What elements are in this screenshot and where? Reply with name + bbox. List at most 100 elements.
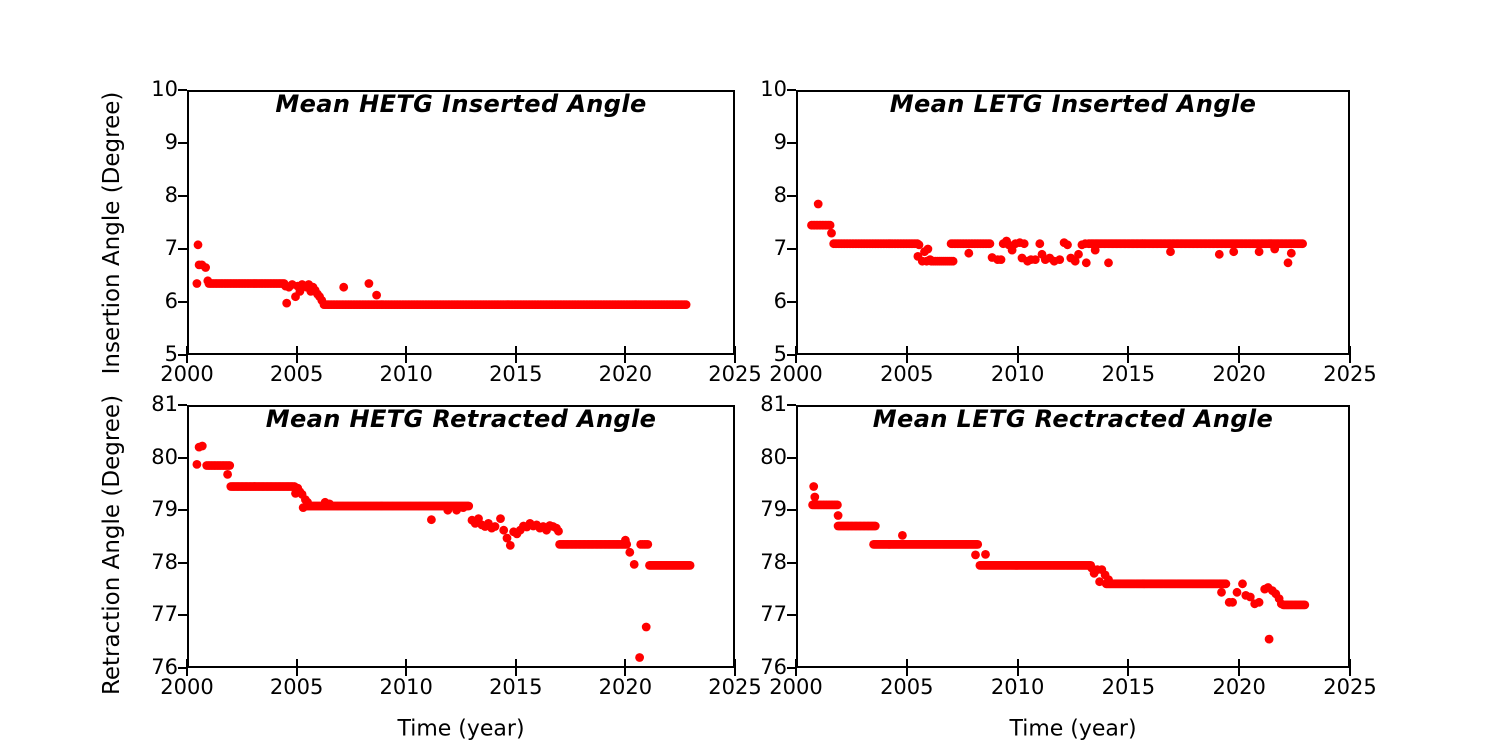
x-tick [514,659,517,676]
x-tick-label: 2005 [880,362,934,386]
panel-title: Mean LETG Inserted Angle [889,90,1257,118]
y-tick-label: 76 [151,655,178,679]
data-point [870,521,880,531]
data-point [317,296,327,305]
data-point [1228,597,1237,607]
data-point [635,653,644,662]
x-tick [624,346,627,363]
x-tick-label: 2000 [769,362,823,386]
data-point [505,541,515,550]
data-point [827,228,836,238]
data-point [458,503,468,512]
data-point [923,244,933,254]
data-point [364,279,374,288]
x-tick-label: 2005 [269,675,324,699]
data-point [1298,239,1307,249]
data-point [192,279,202,288]
data-point [1276,599,1286,609]
data-point [427,515,436,525]
y-tick [787,301,796,303]
y-tick [178,509,187,512]
data-point [325,499,334,509]
data-point [1229,247,1239,257]
y-tick [787,667,796,669]
data-point [809,482,819,491]
x-tick-label: 2025 [708,675,762,699]
data-point [813,199,823,209]
data-point [554,526,563,536]
x-tick [1349,659,1351,676]
x-tick-label: 2000 [160,362,214,386]
data-point [1055,255,1065,264]
data-point [1030,255,1040,264]
x-tick-label: 2010 [379,675,433,699]
data-point [1035,239,1045,249]
y-tick [787,456,796,459]
data-point [973,540,983,549]
x-tick [795,346,797,363]
data-point [1264,634,1274,644]
data-point [1254,597,1264,607]
y-tick [787,509,796,512]
x-tick [1127,659,1130,676]
y-tick [787,195,796,197]
y-tick-label: 7 [773,236,787,260]
y-tick-label: 76 [760,655,787,679]
x-tick [1349,346,1351,363]
data-point [502,533,512,543]
y-tick [787,404,796,406]
x-tick-label: 2020 [598,362,653,386]
y-tick-label: 80 [151,444,178,469]
y-tick [178,614,187,617]
x-tick-label: 2025 [708,362,762,386]
y-tick-label: 6 [164,289,178,313]
y-tick [178,142,187,144]
x-tick-label: 2010 [379,362,433,386]
y-tick [178,301,187,303]
y-tick [787,561,796,564]
data-point [1300,600,1310,610]
scatter-dots-letg-inserted [807,199,1307,268]
y-tick [178,354,187,356]
data-point [643,540,653,549]
y-tick-label: 78 [151,549,178,574]
y-tick-label: 77 [151,602,178,627]
x-tick [295,659,298,676]
panel-hetg-inserted: Mean HETG Inserted Angle 2000 2005 2010 201… [151,77,761,386]
x-tick-label: 2025 [1323,362,1377,386]
y-tick-label: 5 [164,342,178,366]
data-point [833,511,843,520]
y-tick [178,667,187,669]
data-point [914,240,924,250]
x-tick-label: 2005 [269,362,324,386]
data-point [443,505,453,515]
y-tick [178,404,187,406]
data-point [681,300,691,309]
x-tick [1238,659,1241,676]
data-point [197,441,207,451]
x-tick [905,659,908,676]
y-tick-label: 79 [760,497,787,522]
data-point [201,263,210,272]
x-axis-label-right: Time (year) [1009,716,1137,742]
data-point [641,622,651,632]
x-tick [795,659,797,676]
x-tick-label: 2000 [160,675,214,699]
y-tick-label: 79 [151,497,178,522]
panel-letg-inserted: Mean LETG Inserted Angle 2000 2005 2010 201… [760,77,1376,386]
x-axis-label-left: Time (year) [397,716,525,742]
data-point [971,550,980,560]
data-point [925,255,935,264]
y-tick-label: 8 [164,183,178,207]
x-tick-label: 2015 [489,675,543,699]
data-point [372,290,381,300]
panel-hetg-retracted: Mean HETG Retracted Angle 2000 2005 2010 20… [151,392,761,699]
y-tick [787,142,796,144]
data-point [303,497,312,507]
y-tick-label: 5 [773,342,787,366]
y-tick-label: 9 [773,130,787,154]
data-point [282,298,292,308]
y-tick-label: 7 [164,236,178,260]
x-tick [734,346,736,363]
